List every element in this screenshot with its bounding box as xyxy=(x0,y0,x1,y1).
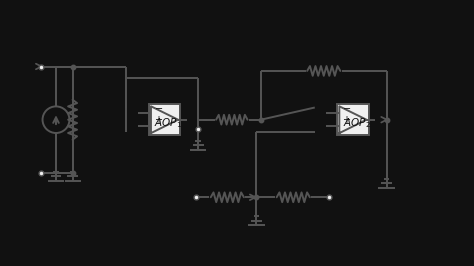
Text: $R_1$: $R_1$ xyxy=(225,97,238,111)
Text: $R_4$: $R_4$ xyxy=(287,208,300,222)
FancyBboxPatch shape xyxy=(26,0,474,32)
Text: $-$: $-$ xyxy=(154,102,163,112)
Text: $-$5V: $-$5V xyxy=(335,191,359,203)
Text: $V_T(T)$: $V_T(T)$ xyxy=(0,60,28,73)
Text: $AOP_1$: $AOP_1$ xyxy=(154,116,182,130)
Text: $+$: $+$ xyxy=(343,114,352,125)
FancyBboxPatch shape xyxy=(337,104,369,135)
Text: $R_T(T)$: $R_T(T)$ xyxy=(79,113,106,127)
Text: $i$: $i$ xyxy=(58,92,63,104)
Text: $-$: $-$ xyxy=(343,102,352,112)
FancyBboxPatch shape xyxy=(26,239,474,266)
Text: $+$: $+$ xyxy=(154,114,163,125)
FancyBboxPatch shape xyxy=(149,104,180,135)
Text: $AOP_2$: $AOP_2$ xyxy=(343,116,371,130)
Text: $R_2$: $R_2$ xyxy=(317,48,330,62)
Text: $V_1(T)$: $V_1(T)$ xyxy=(203,142,230,155)
Text: +5V: +5V xyxy=(168,192,191,202)
Text: $R_3$: $R_3$ xyxy=(221,174,234,188)
Text: $V_{Off}$: $V_{Off}$ xyxy=(246,209,267,223)
Text: $V_2(T)$: $V_2(T)$ xyxy=(395,113,422,127)
